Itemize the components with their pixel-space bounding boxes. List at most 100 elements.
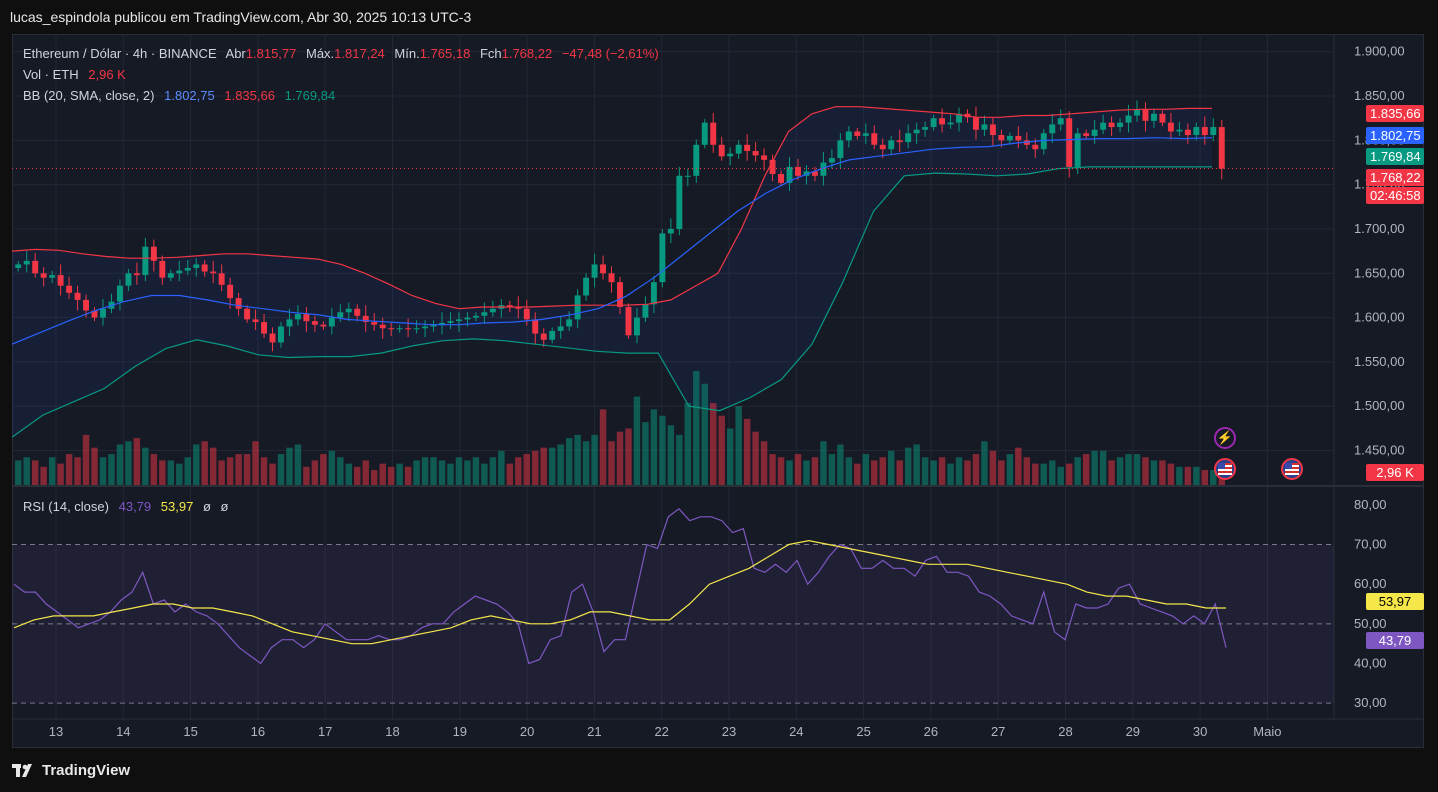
volume-label[interactable]: Vol · ETH [23,67,79,82]
volume-bar [176,463,183,486]
volume-bar [710,402,717,486]
time-tick-label: 23 [722,724,736,739]
volume-bar [235,454,242,486]
us-flag-icon[interactable] [1214,458,1236,480]
candle-body [998,135,1005,141]
volume-bar [48,457,56,486]
lightning-icon[interactable]: ⚡ [1214,427,1236,449]
candle-body [650,282,657,305]
candle-body [989,124,996,136]
bb-label[interactable]: BB (20, SMA, close, 2) [23,88,155,103]
volume-bar [760,441,768,486]
candle-body [159,260,166,278]
bb-basis-tag: 1.802,75 [1366,127,1424,144]
bollinger-band-fill [12,106,1212,438]
chart-canvas[interactable]: 1.900,001.850,001.800,001.750,001.700,00… [12,34,1424,748]
open-label: Abr [225,46,246,61]
volume-bar [1193,466,1200,486]
volume-bar [1074,457,1081,486]
volume-bar [904,447,912,486]
bb-basis-value: 1.802,75 [164,88,215,103]
volume-bar [1108,460,1115,486]
volume-bar [862,454,870,486]
volume-bar [557,444,564,486]
candle-body [735,144,742,154]
candle-body [455,319,462,322]
candle-body [261,322,267,334]
candle-body [557,326,564,331]
time-tick-label: 18 [385,724,399,739]
candle-body [701,122,708,145]
volume-bar [887,450,895,486]
volume-bar [447,463,454,486]
volume-bar [65,454,73,486]
publish-header: lucas_espindola publicou em TradingView.… [10,9,472,25]
time-tick-label: 20 [520,724,534,739]
volume-bar [921,457,929,486]
volume-bar [1142,457,1149,486]
symbol-label[interactable]: Ethereum / Dólar · 4h · BINANCE [23,46,217,61]
candle-body [973,117,979,130]
candle-body [1176,129,1183,132]
time-tick-label: 30 [1193,724,1207,739]
time-tick-label: 28 [1058,724,1072,739]
candle-body [600,264,607,274]
volume-bar [1082,454,1090,486]
candle-body [956,113,962,123]
volume-bar [701,383,708,486]
candle-body [761,155,768,160]
candle-body [1100,122,1107,130]
volume-bar [209,447,217,486]
volume-bar [464,460,471,486]
volume-bar [1176,466,1183,486]
candle-body [1057,118,1064,125]
candle-body [1066,118,1073,167]
tradingview-logo-icon [12,763,32,777]
volume-bar [794,454,802,486]
candle-body [1167,122,1174,132]
candle-body [811,171,818,176]
bb-upper-line [12,106,1212,310]
candle-body [642,304,649,318]
volume-bar [91,447,98,486]
candle-body [803,171,810,176]
candle-body [939,118,946,125]
time-tick-label: 29 [1126,724,1140,739]
candle-body [167,273,174,278]
candle-body [83,299,90,311]
candle-body [413,328,420,330]
bb-legend: BB (20, SMA, close, 2) 1.802,75 1.835,66… [23,88,341,103]
chart-pane[interactable] [12,34,1424,748]
candle-body [549,330,556,340]
candle-body [142,246,149,276]
volume-bar [1150,460,1158,486]
candle-body [1142,109,1149,121]
tradingview-logo[interactable]: TradingView [12,762,130,779]
volume-bar [515,457,522,486]
candle-body [718,144,725,157]
volume-bar [438,460,446,486]
candle-body [481,312,488,316]
rsi-legend: RSI (14, close) 43,79 53,97 ø ø [23,499,234,514]
volume-bar [116,444,124,486]
volume-bar [803,460,810,486]
time-tick-label: 25 [856,724,870,739]
candle-body [752,150,759,156]
candle-body [532,319,539,334]
volume-bar [565,438,573,486]
price-tick-label: 1.650,00 [1354,265,1405,280]
candle-body [74,292,81,300]
volume-bar [1201,470,1209,486]
candle-body [922,127,929,130]
rsi-label[interactable]: RSI (14, close) [23,499,109,514]
volume-bar [1057,466,1064,486]
volume-bar [430,457,437,486]
time-axis[interactable]: 13 14 15 16 17 18 19 20 21 22 23 24 25 26 27 28 29 30 Maio [49,724,1282,739]
candle-body [659,233,666,283]
candle-body [311,321,318,325]
candle-body [506,305,513,307]
volume-bar [548,447,556,486]
volume-bar [650,409,658,486]
candle-body [1218,127,1225,169]
us-flag-icon[interactable] [1281,458,1303,480]
